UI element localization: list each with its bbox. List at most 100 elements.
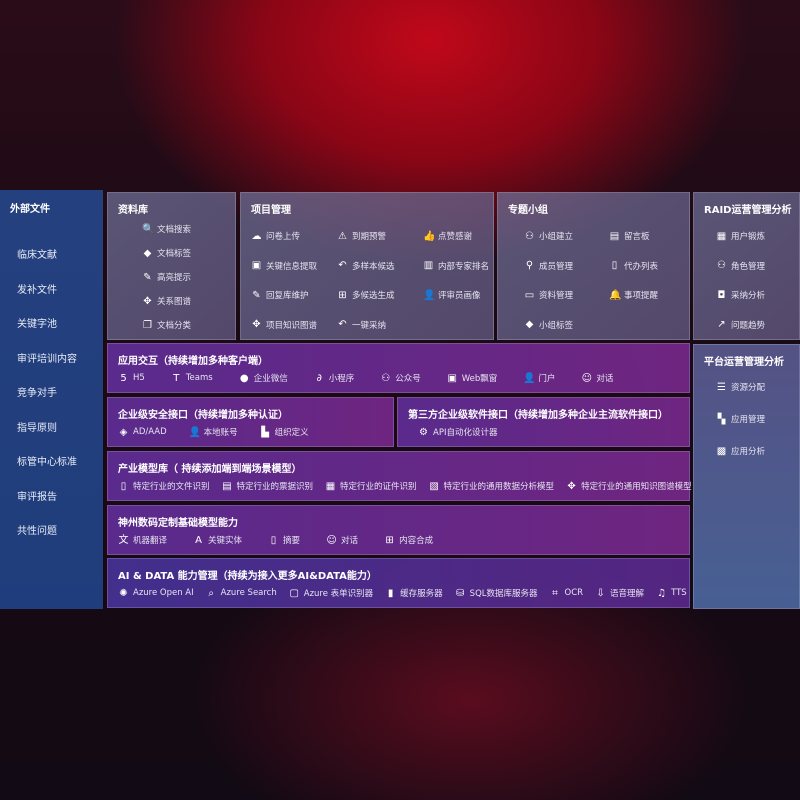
sidebar-item[interactable]: 标管中心标准 — [17, 457, 77, 468]
ranking-icon: ▥ — [423, 260, 434, 271]
feature-item[interactable]: ⚲ 成员管理 — [524, 260, 573, 272]
panel-ai-data: AI & DATA 能力管理（持续为接入更多AI&DATA能力） ✺ Azure … — [107, 558, 690, 608]
feature-label: 用户锻炼 — [731, 232, 766, 242]
feature-item[interactable]: ▤ 特定行业的票据识别 — [222, 480, 313, 493]
feature-item[interactable]: 🔔 事项提醒 — [609, 289, 658, 302]
feature-item[interactable]: ▦ 特定行业的证件识别 — [325, 480, 417, 493]
feature-item[interactable]: ✺ Azure Open AI — [118, 587, 193, 599]
feature-item[interactable]: 👍 点赞感谢 — [423, 230, 472, 243]
feature-item[interactable]: 文机器翻译 — [118, 534, 168, 547]
feature-item[interactable]: ▚ 应用管理 — [716, 413, 765, 426]
sidebar-item[interactable]: 共性问题 — [17, 526, 57, 537]
feature-item[interactable]: ▯ 特定行业的文件识别 — [118, 480, 210, 493]
speech-icon: ⇩ — [596, 587, 605, 599]
feature-item[interactable]: ◘ 采纳分析 — [716, 289, 765, 302]
sidebar-item[interactable]: 审评培训内容 — [17, 353, 77, 365]
feature-item[interactable]: 5 H5 — [118, 373, 145, 384]
feature-label: 代办列表 — [624, 261, 659, 272]
feature-label: 内部专家排名 — [438, 261, 490, 272]
window-icon: ▣ — [447, 372, 457, 384]
feature-item[interactable]: ⊞ 内容合成 — [384, 534, 433, 547]
feature-item[interactable]: ✎ 高亮提示 — [142, 271, 191, 284]
feature-item[interactable]: ▧ 特定行业的通用数据分析模型 — [429, 480, 554, 493]
feature-label: 机器翻译 — [133, 536, 168, 546]
sidebar-item[interactable]: 关键字池 — [17, 319, 57, 330]
feature-item[interactable]: ⊞ 多候选生成 — [337, 289, 394, 302]
feature-item[interactable]: ✥ 关系图谱 — [142, 295, 191, 308]
feature-item[interactable]: ▮ 缓存服务器 — [385, 587, 443, 600]
panel-industry: 产业模型库（ 持续添加端到端场景模型） ▯ 特定行业的文件识别 ▤ 特定行业的票据识别… — [107, 451, 692, 501]
feature-item[interactable]: ⛁ SQL数据库服务器 — [455, 587, 538, 600]
folder-icon: ▭ — [524, 289, 535, 301]
feature-label: 回复库维护 — [266, 291, 309, 301]
feature-item[interactable]: ▙ 组织定义 — [260, 426, 308, 439]
panel-title: 产业模型库（ 持续添加端到端场景模型） — [118, 464, 302, 475]
feature-item[interactable]: ▥ 内部专家排名 — [423, 260, 489, 272]
feature-item[interactable]: ✎ 回复库维护 — [251, 289, 309, 302]
feature-item[interactable]: ❐ 文档分类 — [142, 319, 191, 332]
feature-label: 关键实体 — [208, 536, 243, 546]
sidebar-item[interactable]: 临床文献 — [17, 250, 57, 261]
feature-item[interactable]: ◆ 文档标签 — [142, 247, 191, 260]
feature-item[interactable]: ☁ 问卷上传 — [251, 230, 301, 243]
teams-icon: T — [173, 372, 180, 384]
feature-item[interactable]: 🔍 文档搜索 — [142, 223, 192, 236]
feature-item[interactable]: A 关键实体 — [193, 534, 243, 547]
feature-item[interactable]: ▩ 应用分析 — [716, 445, 765, 458]
feature-item[interactable]: ✥ 特定行业的通用知识图谱模型 — [566, 480, 691, 493]
feature-item[interactable]: ✥ 项目知识图谱 — [251, 319, 317, 331]
feature-item[interactable]: ▦ 用户锻炼 — [716, 230, 766, 243]
feature-item[interactable]: ↶ 多样本候选 — [337, 260, 394, 272]
ocr-icon: ⌗ — [552, 587, 558, 599]
wechat-icon: ● — [239, 372, 249, 384]
feature-item[interactable]: ↗ 问题趋势 — [716, 319, 765, 331]
feature-item[interactable]: ↶ 一键采纳 — [337, 319, 386, 331]
account-icon: 👤 — [188, 426, 202, 438]
feature-item[interactable]: ▯ 代办列表 — [609, 260, 658, 272]
feature-item[interactable]: ◈ AD/AAD — [118, 427, 167, 438]
openai-icon: ✺ — [119, 587, 128, 599]
bell-icon: 🔔 — [609, 289, 622, 301]
feature-label: 留言板 — [624, 232, 650, 242]
feature-item[interactable]: T Teams — [171, 372, 212, 384]
feature-item[interactable]: ● 企业微信 — [239, 372, 288, 385]
panel-raid: RAID运营管理分析 ▦ 用户锻炼 ⚇ 角色管理 ◘ 采纳分析 ↗ 问题趋势 — [693, 192, 800, 340]
feature-item[interactable]: ◆ 小组标签 — [524, 319, 573, 331]
feature-item[interactable]: ▣ 关键信息提取 — [251, 260, 317, 272]
list-icon: ☰ — [717, 381, 726, 393]
feature-item[interactable]: ⚠ 到期预警 — [337, 230, 386, 243]
feature-item[interactable]: ▣ Web飘窗 — [447, 372, 498, 385]
feature-label: 小组建立 — [539, 232, 574, 242]
trend-icon: ↗ — [717, 319, 726, 330]
feature-item[interactable]: ▤ 留言板 — [609, 230, 650, 243]
feature-label: Azure 表单识别器 — [303, 589, 374, 599]
sidebar-item[interactable]: 竞争对手 — [17, 388, 57, 399]
sidebar-item[interactable]: 指导原则 — [17, 422, 57, 434]
feature-item[interactable]: ∂ 小程序 — [314, 372, 355, 385]
panel-library: 资料库 🔍 文档搜索 ◆ 文档标签 ✎ 高亮提示 ✥ 关系图谱 ❐ 文档分类 — [107, 192, 236, 340]
id-card-icon: ▦ — [325, 480, 336, 492]
qa-icon: ◘ — [717, 289, 726, 301]
sidebar-item[interactable]: 审评报告 — [17, 491, 57, 503]
panel-title: 资料库 — [118, 205, 148, 216]
feature-item[interactable]: 👤 本地账号 — [188, 426, 238, 439]
feature-item[interactable]: ☺ 对话 — [326, 534, 358, 547]
feature-item[interactable]: ⇩ 语音理解 — [595, 587, 644, 600]
feature-item[interactable]: ⚇ 公众号 — [380, 372, 421, 385]
feature-item[interactable]: ♫ TTS — [656, 588, 687, 599]
feature-item[interactable]: ☺ 对话 — [581, 372, 614, 385]
feature-item[interactable]: 👤 评审员画像 — [423, 289, 481, 302]
feature-item[interactable]: ▯ 摘要 — [268, 534, 300, 547]
feature-item[interactable]: ⌗ OCR — [550, 587, 583, 599]
sidebar-item[interactable]: 发补文件 — [17, 284, 57, 296]
feature-item[interactable]: ⌕ Azure Search — [206, 588, 276, 599]
feature-item[interactable]: ▭ 资料管理 — [524, 289, 573, 302]
gear-icon: ⚙ — [419, 426, 428, 438]
feature-item[interactable]: ⚙ API自动化设计器 — [418, 426, 497, 439]
feature-item[interactable]: ▢ Azure 表单识别器 — [289, 587, 374, 600]
feature-item[interactable]: ☰ 资源分配 — [716, 381, 765, 394]
feature-item[interactable]: ⚇ 角色管理 — [716, 260, 765, 272]
feature-label: 文档搜索 — [157, 225, 192, 235]
feature-item[interactable]: 👤 门户 — [523, 372, 555, 385]
feature-item[interactable]: ⚇ 小组建立 — [524, 230, 574, 243]
